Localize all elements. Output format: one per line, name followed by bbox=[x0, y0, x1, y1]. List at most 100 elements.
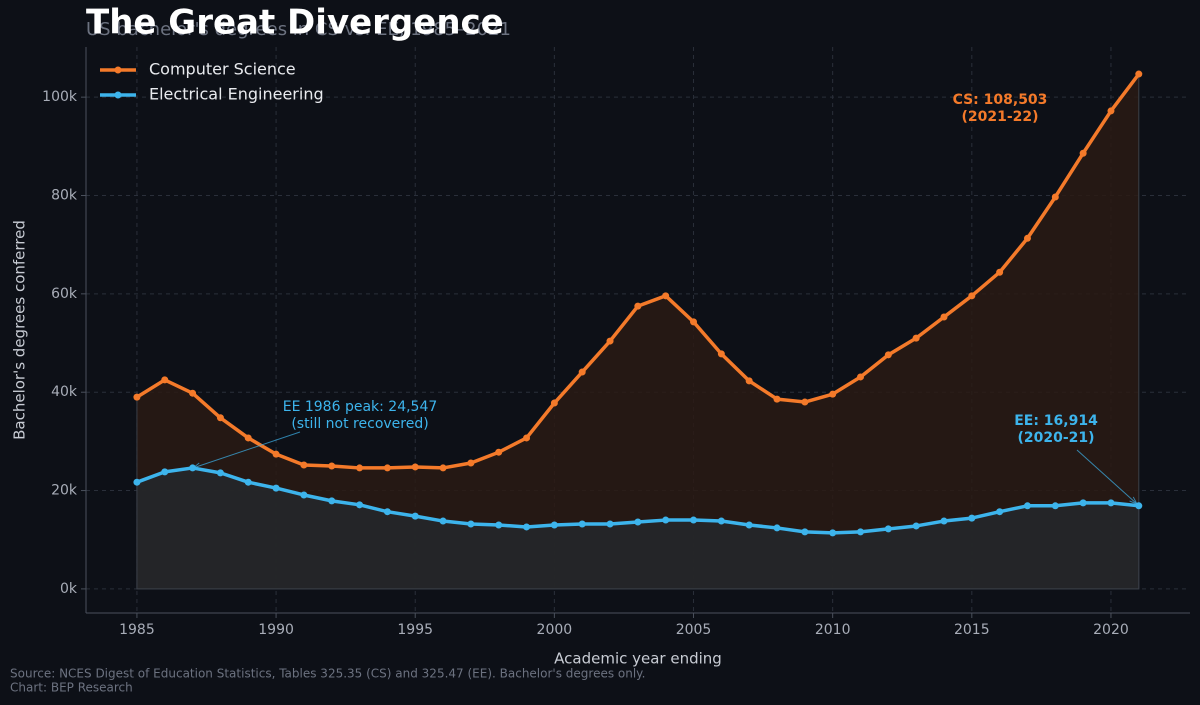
data-point bbox=[550, 521, 558, 529]
data-point bbox=[690, 516, 698, 524]
data-point bbox=[356, 464, 364, 472]
data-point bbox=[968, 514, 976, 522]
data-point bbox=[439, 517, 447, 525]
y-axis-label: Bachelor's degrees conferred bbox=[11, 220, 29, 440]
data-point bbox=[133, 393, 141, 401]
data-point bbox=[606, 520, 614, 528]
data-point bbox=[495, 448, 503, 456]
data-point bbox=[272, 450, 280, 458]
legend-marker bbox=[114, 66, 122, 74]
x-tick-label: 1995 bbox=[397, 622, 433, 638]
data-point bbox=[634, 518, 642, 526]
annotation-arrow bbox=[1076, 449, 1138, 505]
data-point bbox=[411, 512, 419, 520]
data-point bbox=[216, 469, 224, 477]
data-point bbox=[1023, 234, 1031, 242]
data-point bbox=[690, 318, 698, 326]
legend-marker bbox=[114, 91, 122, 99]
y-tick-label: 100k bbox=[42, 89, 78, 105]
data-point bbox=[244, 434, 252, 442]
data-point bbox=[912, 334, 920, 342]
data-point bbox=[1079, 499, 1087, 507]
data-point bbox=[550, 399, 558, 407]
legend-label: Computer Science bbox=[149, 60, 296, 79]
data-point bbox=[1023, 502, 1031, 510]
data-point bbox=[996, 508, 1004, 516]
data-point bbox=[717, 350, 725, 358]
annotation: EE: 16,914 bbox=[1014, 413, 1098, 429]
annotation-arrow bbox=[192, 431, 301, 469]
y-tick-label: 20k bbox=[51, 483, 78, 499]
annotation-arrowhead bbox=[191, 462, 202, 469]
annotation: CS: 108,503 bbox=[953, 92, 1048, 108]
x-tick-label: 2010 bbox=[815, 622, 851, 638]
x-axis-label: Academic year ending bbox=[554, 650, 722, 668]
data-point bbox=[328, 462, 336, 470]
legend-label: Electrical Engineering bbox=[149, 85, 324, 104]
data-point bbox=[745, 377, 753, 385]
data-point bbox=[383, 508, 391, 516]
data-point bbox=[801, 398, 809, 406]
data-point bbox=[1107, 107, 1115, 115]
data-point bbox=[161, 468, 169, 476]
data-point bbox=[856, 373, 864, 381]
data-point bbox=[1079, 149, 1087, 157]
data-point bbox=[216, 414, 224, 422]
annotation: (2021-22) bbox=[961, 109, 1038, 125]
data-point bbox=[467, 520, 475, 528]
data-point bbox=[300, 491, 308, 499]
data-point bbox=[1107, 499, 1115, 507]
data-point bbox=[884, 351, 892, 359]
y-tick-label: 80k bbox=[51, 188, 78, 204]
data-point bbox=[634, 302, 642, 310]
data-point bbox=[912, 522, 920, 530]
data-point bbox=[356, 501, 364, 509]
data-point bbox=[662, 292, 670, 300]
x-tick-label: 2000 bbox=[537, 622, 573, 638]
source-note: Source: NCES Digest of Education Statist… bbox=[10, 667, 645, 681]
annotation: (still not recovered) bbox=[291, 416, 428, 432]
data-point bbox=[940, 313, 948, 321]
data-point bbox=[189, 389, 197, 397]
annotation: EE 1986 peak: 24,547 bbox=[283, 399, 438, 415]
data-point bbox=[940, 517, 948, 525]
data-point bbox=[383, 464, 391, 472]
data-point bbox=[884, 525, 892, 533]
data-point bbox=[467, 459, 475, 467]
x-tick-label: 2005 bbox=[676, 622, 712, 638]
data-point bbox=[439, 464, 447, 472]
data-point bbox=[717, 517, 725, 525]
data-point bbox=[773, 524, 781, 532]
data-point bbox=[495, 521, 503, 529]
data-point bbox=[1051, 502, 1059, 510]
y-tick-label: 40k bbox=[51, 384, 78, 400]
y-tick-label: 0k bbox=[60, 581, 78, 597]
data-point bbox=[272, 484, 280, 492]
chart-title: The Great Divergence bbox=[86, 3, 504, 43]
data-point bbox=[801, 528, 809, 536]
data-point bbox=[968, 292, 976, 300]
x-tick-label: 1985 bbox=[119, 622, 155, 638]
data-point bbox=[133, 478, 141, 486]
data-point bbox=[244, 478, 252, 486]
data-point bbox=[161, 376, 169, 384]
x-tick-label: 2020 bbox=[1093, 622, 1129, 638]
annotation: (2020-21) bbox=[1017, 430, 1094, 446]
data-point bbox=[829, 529, 837, 537]
data-point bbox=[773, 395, 781, 403]
data-point bbox=[578, 368, 586, 376]
data-point bbox=[578, 520, 586, 528]
chart-subtitle: US bachelor's degrees in CS vs. EE, 1985… bbox=[86, 19, 511, 40]
data-point bbox=[411, 463, 419, 471]
data-point bbox=[606, 337, 614, 345]
y-tick-label: 60k bbox=[51, 286, 78, 302]
data-point bbox=[662, 516, 670, 524]
data-point bbox=[1135, 70, 1143, 78]
data-point bbox=[300, 461, 308, 469]
x-tick-label: 1990 bbox=[258, 622, 294, 638]
data-point bbox=[745, 521, 753, 529]
data-point bbox=[523, 523, 531, 531]
data-point bbox=[856, 528, 864, 536]
data-point bbox=[996, 268, 1004, 276]
